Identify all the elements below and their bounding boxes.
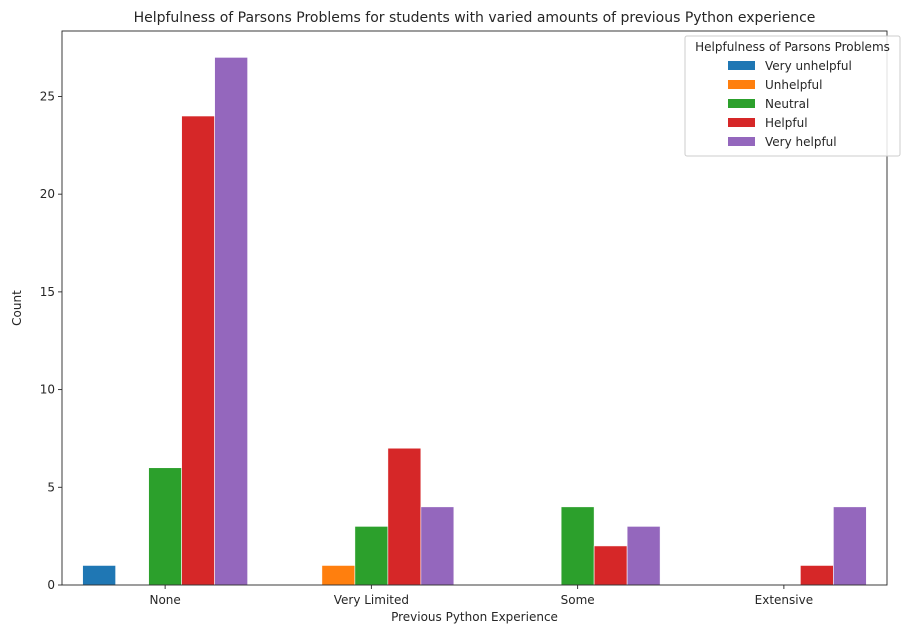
legend-label-helpful: Helpful — [765, 116, 808, 130]
bar-extensive-very-helpful — [833, 506, 867, 586]
x-axis-label: Previous Python Experience — [391, 610, 558, 624]
legend-title: Helpfulness of Parsons Problems — [695, 40, 890, 54]
bar-none-helpful — [181, 115, 215, 586]
legend-swatch-helpful — [728, 118, 755, 127]
y-tick-label: 0 — [47, 578, 55, 592]
y-tick-label: 20 — [40, 187, 55, 201]
legend-swatch-neutral — [728, 99, 755, 108]
chart-title: Helpfulness of Parsons Problems for stud… — [134, 10, 816, 26]
bar-very-limited-unhelpful — [321, 565, 356, 586]
x-tick-label-very-limited: Very Limited — [334, 593, 409, 607]
legend-label-unhelpful: Unhelpful — [765, 78, 823, 92]
bar-extensive-helpful — [800, 565, 834, 586]
bar-some-neutral — [560, 506, 595, 586]
bar-very-limited-very-helpful — [420, 506, 455, 586]
y-axis-label: Count — [10, 290, 24, 326]
bars-layer — [82, 57, 867, 586]
plot-frame — [61, 30, 888, 586]
legend-label-very-helpful: Very helpful — [765, 135, 837, 149]
y-tick-label: 10 — [40, 383, 55, 397]
legend-label-neutral: Neutral — [765, 97, 809, 111]
legend-swatch-unhelpful — [728, 80, 755, 89]
bar-some-very-helpful — [626, 526, 661, 586]
x-tick-label-none: None — [149, 593, 180, 607]
bar-very-limited-helpful — [387, 447, 422, 586]
x-tick-label-some: Some — [561, 593, 595, 607]
legend-swatch-very-unhelpful — [728, 61, 755, 70]
legend-swatch-very-helpful — [728, 137, 755, 146]
bar-none-neutral — [148, 467, 182, 586]
legend-label-very-unhelpful: Very unhelpful — [765, 59, 852, 73]
y-tick-label: 25 — [40, 89, 55, 103]
bar-none-very-unhelpful — [82, 565, 116, 586]
bar-none-very-helpful — [214, 57, 248, 586]
axes-layer: 0 5 10 15 20 25 None Very Limited Some Extensive — [40, 30, 888, 607]
bar-some-helpful — [593, 545, 628, 586]
bar-very-limited-neutral — [354, 526, 389, 586]
y-tick-label: 15 — [40, 285, 55, 299]
x-tick-label-extensive: Extensive — [755, 593, 813, 607]
legend: Helpfulness of Parsons Problems Very unh… — [684, 35, 901, 157]
y-tick-label: 5 — [47, 480, 55, 494]
